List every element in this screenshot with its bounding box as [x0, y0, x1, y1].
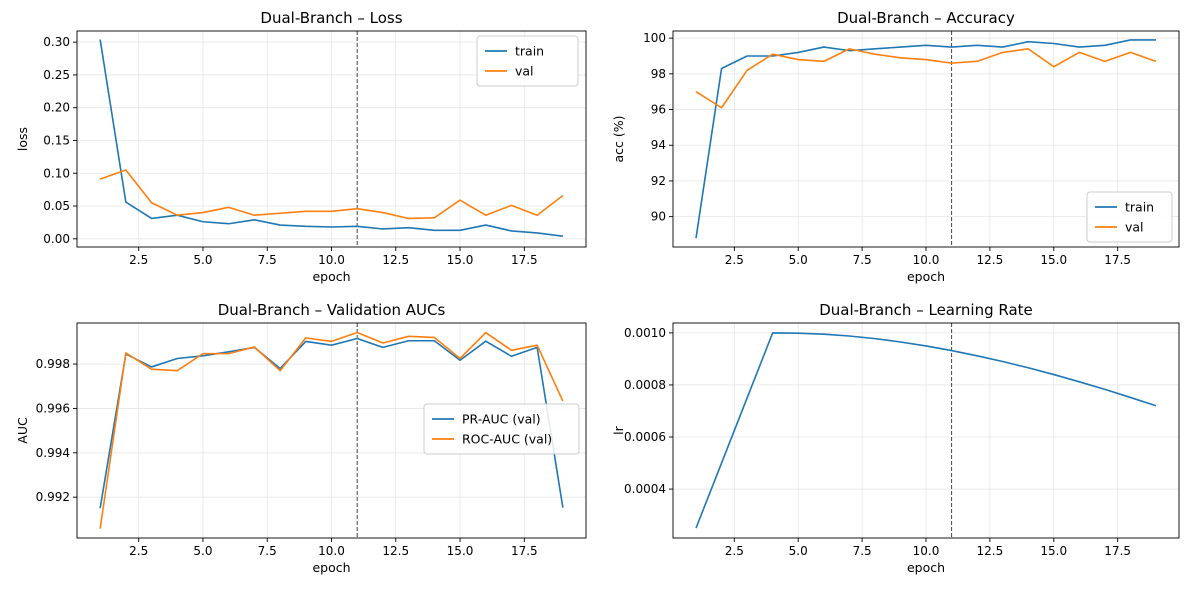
legend-entry: val [1125, 220, 1144, 235]
y-tick-label: 0.992 [36, 490, 70, 504]
x-axis-label: epoch [907, 269, 945, 284]
x-tick-label: 17.5 [1104, 253, 1131, 267]
x-tick-label: 7.5 [258, 544, 277, 558]
chart-title: Dual-Branch – Accuracy [837, 9, 1015, 27]
x-tick-label: 5.0 [789, 544, 808, 558]
legend-box [423, 403, 580, 455]
legend: PR-AUC (val) ROC-AUC (val) [423, 403, 580, 455]
y-tick-label: 0.0006 [624, 430, 666, 444]
x-tick-label: 2.5 [725, 253, 744, 267]
series-line-series-1 [695, 332, 1157, 529]
y-tick-label: 0.996 [36, 401, 70, 415]
chart-panel-3: 2.5 5.0 7.5 10.0 12.5 15.0 17.5 0.992 0.994 0.996… [15, 301, 587, 575]
y-tick-label: 90 [651, 210, 666, 224]
legend: train val [1086, 191, 1173, 243]
y-axis-label: loss [15, 127, 30, 151]
y-tick-label: 0.0010 [624, 326, 666, 340]
x-tick-label: 10.0 [913, 544, 940, 558]
x-axis-label: epoch [907, 560, 945, 575]
y-axis-label: AUC [15, 417, 30, 444]
series-line-roc-auc-val [99, 331, 564, 529]
chart-title: Dual-Branch – Validation AUCs [218, 301, 446, 319]
x-tick-label: 15.0 [447, 253, 474, 267]
x-tick-label: 5.0 [193, 544, 212, 558]
y-axis-label: acc (%) [611, 115, 626, 162]
x-tick-label: 12.5 [977, 544, 1004, 558]
y-tick-label: 92 [651, 174, 666, 188]
x-tick-label: 7.5 [853, 253, 872, 267]
x-tick-label: 7.5 [853, 544, 872, 558]
y-tick-label: 0.05 [43, 199, 70, 213]
chart-panel-2: 2.5 5.0 7.5 10.0 12.5 15.0 17.5 90 92 94 96 98 100 Du… [611, 9, 1180, 284]
y-tick-label: 98 [651, 67, 666, 81]
legend-box [476, 35, 579, 87]
y-tick-label: 0.0004 [624, 482, 666, 496]
y-tick-label: 94 [651, 138, 666, 152]
x-tick-label: 12.5 [977, 253, 1004, 267]
x-tick-label: 15.0 [447, 544, 474, 558]
y-tick-label: 0.994 [36, 446, 70, 460]
chart-title: Dual-Branch – Learning Rate [819, 301, 1033, 319]
y-tick-label: 0.10 [43, 166, 70, 180]
x-tick-label: 2.5 [725, 544, 744, 558]
legend-entry: val [515, 64, 534, 79]
x-tick-label: 5.0 [789, 253, 808, 267]
x-tick-label: 10.0 [318, 253, 345, 267]
x-tick-label: 17.5 [1104, 544, 1131, 558]
series-line-pr-auc-val [99, 337, 564, 509]
x-axis-label: epoch [312, 269, 350, 284]
x-tick-label: 2.5 [129, 544, 148, 558]
x-tick-label: 12.5 [382, 544, 409, 558]
y-tick-label: 100 [643, 31, 666, 45]
series-line-val [99, 169, 564, 220]
x-tick-label: 15.0 [1040, 544, 1067, 558]
series-line-val [695, 48, 1157, 109]
y-tick-label: 0.15 [43, 133, 70, 147]
legend-entry: train [515, 44, 544, 59]
legend: train val [476, 35, 579, 87]
x-tick-label: 5.0 [193, 253, 212, 267]
x-tick-label: 10.0 [318, 544, 345, 558]
y-tick-label: 96 [651, 103, 666, 117]
x-tick-label: 17.5 [511, 544, 538, 558]
x-tick-label: 2.5 [129, 253, 148, 267]
y-tick-label: 0.30 [43, 35, 70, 49]
x-tick-label: 15.0 [1040, 253, 1067, 267]
legend-entry: ROC-AUC (val) [462, 432, 552, 447]
x-tick-label: 7.5 [258, 253, 277, 267]
y-tick-label: 0.998 [36, 357, 70, 371]
y-tick-label: 0.20 [43, 101, 70, 115]
chart-title: Dual-Branch – Loss [260, 9, 402, 27]
legend-box [1086, 191, 1173, 243]
legend-entry: train [1125, 200, 1154, 215]
y-tick-label: 0.00 [43, 232, 70, 246]
series-line-train [695, 39, 1156, 239]
y-tick-label: 0.25 [43, 68, 70, 82]
x-axis-label: epoch [312, 560, 350, 575]
x-tick-label: 17.5 [511, 253, 538, 267]
legend-entry: PR-AUC (val) [462, 412, 541, 427]
x-tick-label: 10.0 [913, 253, 940, 267]
x-tick-label: 12.5 [382, 253, 409, 267]
chart-panel-4: 2.5 5.0 7.5 10.0 12.5 15.0 17.5 0.0004 0.0006 0.0… [611, 301, 1180, 575]
y-axis-label: lr [611, 425, 626, 434]
y-tick-label: 0.0008 [624, 378, 666, 392]
chart-panel-1: 2.5 5.0 7.5 10.0 12.5 15.0 17.5 0.00 0.05 0.10 0.1… [15, 9, 587, 284]
